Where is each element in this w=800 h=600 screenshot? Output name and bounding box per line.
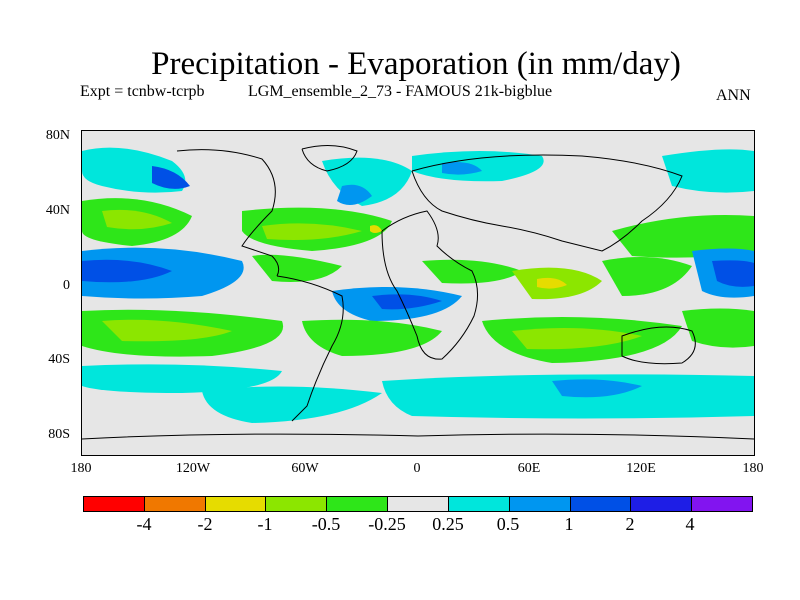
chart-title: Precipitation - Evaporation (in mm/day)	[151, 46, 681, 82]
colorbar-label: 0.5	[496, 514, 520, 534]
region-south-indian-lime	[512, 327, 642, 350]
colorbar-segment	[448, 497, 510, 511]
colorbar-segment	[388, 497, 449, 511]
lon-label-120w: 120W	[175, 461, 211, 476]
colorbar-label: -0.25	[368, 514, 406, 534]
colorbar-segment	[84, 497, 145, 511]
region-north-atlantic-blue	[337, 184, 372, 205]
experiment-label: Expt = tcnbw-tcrpb	[80, 83, 205, 100]
region-southern-ocean-blue	[552, 379, 642, 398]
region-west-pacific-green	[612, 215, 754, 258]
colorbar-label: -0.5	[311, 514, 341, 534]
region-caribbean-green	[252, 254, 342, 282]
lon-label-180w: 180	[70, 461, 92, 476]
region-southern-ocean-pacific-cyan	[82, 364, 282, 393]
region-maritime-continent-green	[602, 257, 692, 296]
colorbar-segment	[266, 497, 328, 511]
colorbar-segment	[144, 497, 206, 511]
region-west-pacific-core	[712, 260, 754, 287]
lon-label-60e: 60E	[517, 461, 541, 476]
region-siberia-cyan	[412, 151, 544, 182]
region-equatorial-atlantic-core	[372, 294, 442, 310]
ensemble-label: LGM_ensemble_2_73 - FAMOUS 21k-bigblue	[248, 83, 553, 100]
map-panel	[81, 130, 755, 456]
colorbar-segment	[205, 497, 267, 511]
colorbar-segment	[692, 497, 752, 511]
coastline-antarctica	[82, 433, 754, 440]
colorbar-segment	[631, 497, 693, 511]
map-svg	[82, 131, 754, 455]
colorbar-segment	[509, 497, 571, 511]
colorbar-segment	[327, 497, 389, 511]
lon-label-0: 0	[413, 461, 421, 476]
region-south-atlantic-green	[302, 319, 442, 356]
coastline-australia	[621, 326, 696, 365]
region-siberia-blue	[442, 162, 482, 175]
region-arabian-sea-yellow	[537, 277, 567, 289]
coastline-south-america	[276, 275, 344, 422]
colorbar	[83, 496, 753, 512]
lon-label-60w: 60W	[291, 461, 319, 476]
region-north-pacific-blue	[152, 166, 190, 189]
coastline-north-america	[176, 149, 280, 277]
coastlines	[82, 145, 754, 440]
colorbar-segment	[570, 497, 632, 511]
coastline-greenland	[301, 145, 358, 172]
season-label: ANN	[716, 87, 751, 104]
colorbar-label: -4	[136, 514, 152, 534]
lat-label-equator: 0	[63, 278, 70, 293]
colorbar-label: 0.25	[432, 514, 464, 534]
coastline-eurasia	[411, 154, 683, 252]
region-south-pacific-lime	[102, 319, 232, 342]
region-southwest-pacific-green	[682, 308, 754, 348]
coastline-africa	[381, 210, 478, 360]
lat-label-40n: 40N	[45, 203, 70, 218]
region-east-pacific-itcz-core	[82, 259, 172, 283]
colorbar-label: 2	[625, 514, 635, 534]
region-west-pacific-cyan	[662, 149, 754, 193]
region-north-atlantic-lime	[262, 223, 362, 240]
lat-label-80n: 80N	[45, 128, 70, 143]
colorbar-label: -1	[257, 514, 273, 534]
colorbar-label: 1	[564, 514, 574, 534]
lon-label-180e: 180	[742, 461, 764, 476]
lat-label-40s: 40S	[48, 352, 70, 367]
lon-label-120e: 120E	[626, 461, 656, 476]
lat-label-80s: 80S	[48, 427, 70, 442]
region-north-pacific-lime	[102, 209, 172, 230]
colorbar-label: 4	[685, 514, 695, 534]
region-atlantic-yellow	[370, 225, 382, 233]
region-southern-ocean-atlantic-cyan	[202, 386, 382, 423]
colorbar-label: -2	[197, 514, 213, 534]
